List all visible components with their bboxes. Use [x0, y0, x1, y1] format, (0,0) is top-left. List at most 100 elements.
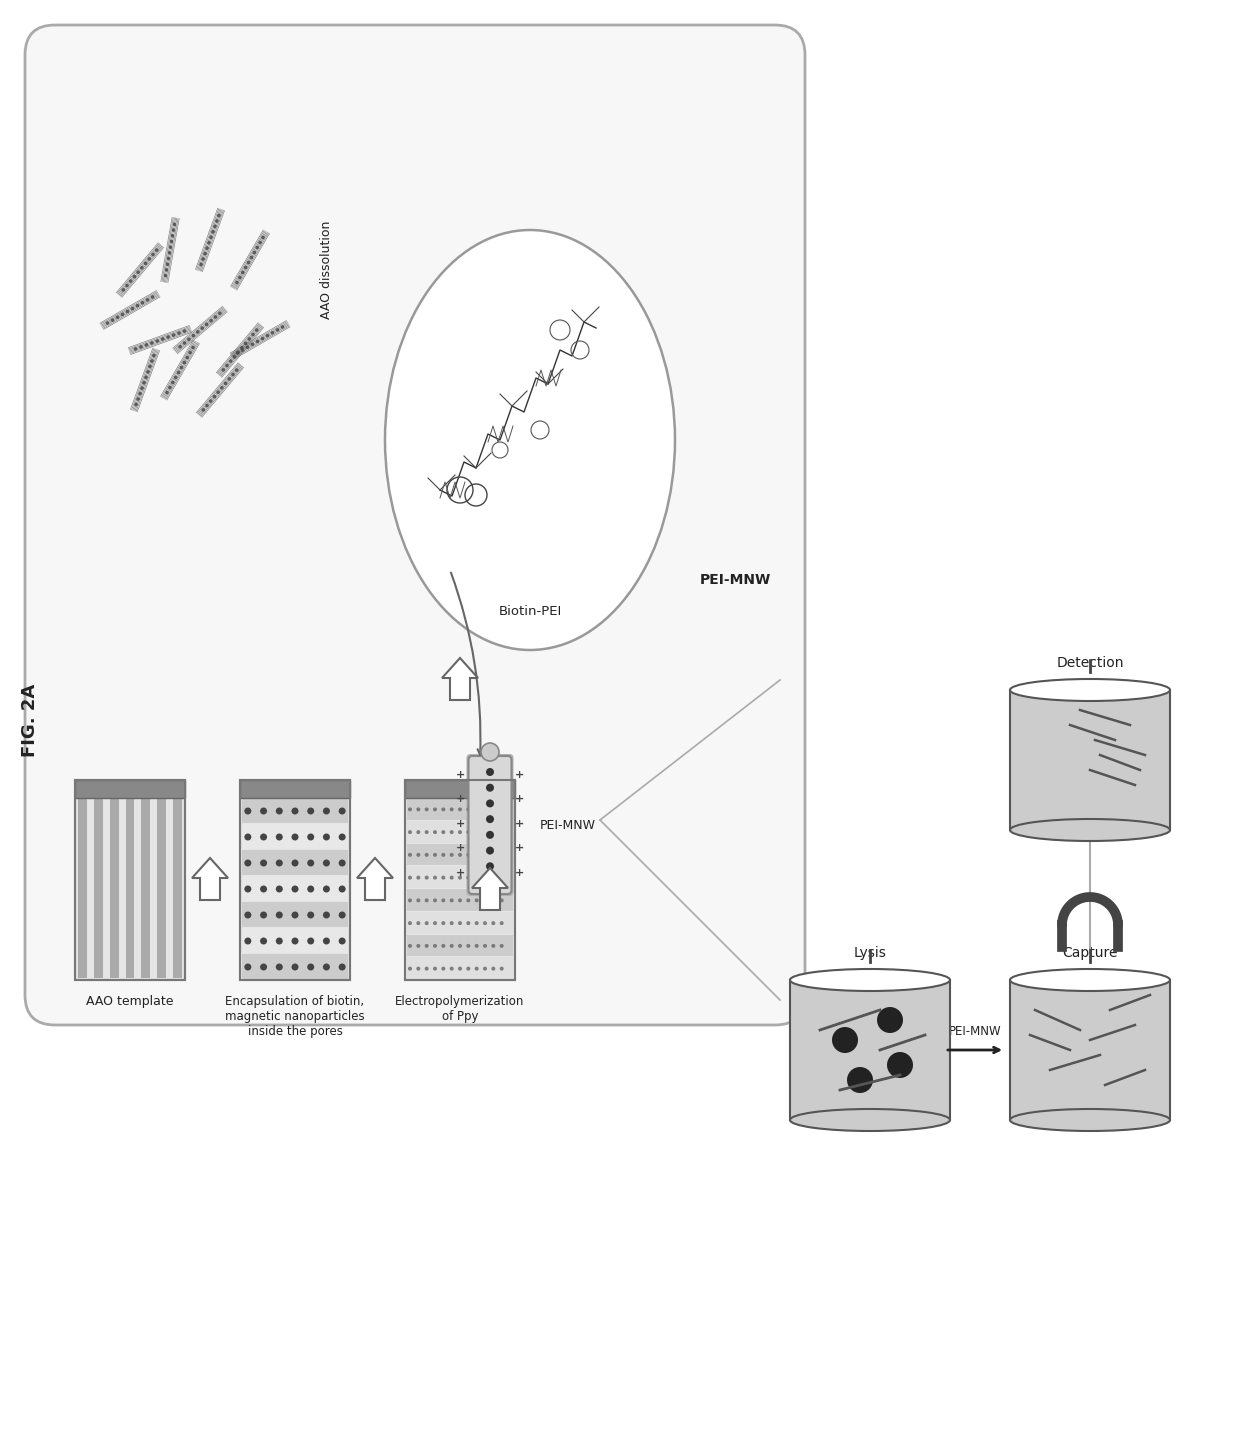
Text: PEI-MNW: PEI-MNW	[949, 1025, 1002, 1037]
Ellipse shape	[1011, 679, 1171, 701]
Circle shape	[179, 345, 182, 348]
Circle shape	[308, 808, 314, 814]
Circle shape	[408, 898, 412, 903]
Bar	[407, 957, 513, 979]
Circle shape	[887, 1052, 913, 1078]
Bar	[110, 782, 119, 977]
Circle shape	[408, 807, 412, 811]
Circle shape	[129, 279, 133, 282]
Circle shape	[500, 830, 503, 834]
Text: +: +	[456, 794, 465, 804]
Circle shape	[424, 807, 429, 811]
Circle shape	[450, 876, 454, 880]
Bar	[242, 954, 348, 979]
Circle shape	[165, 391, 169, 394]
Circle shape	[191, 345, 195, 350]
Circle shape	[484, 898, 487, 903]
Circle shape	[212, 396, 216, 398]
Circle shape	[408, 830, 412, 834]
Circle shape	[275, 963, 283, 970]
Bar	[241, 780, 350, 980]
Circle shape	[408, 967, 412, 970]
Circle shape	[213, 315, 217, 318]
Circle shape	[115, 315, 119, 320]
Circle shape	[130, 307, 134, 311]
Circle shape	[250, 342, 254, 347]
Circle shape	[280, 325, 284, 328]
Text: PEI-MNW: PEI-MNW	[701, 573, 771, 588]
Circle shape	[491, 944, 495, 947]
Circle shape	[136, 271, 140, 274]
Text: Electropolymerization
of Ppy: Electropolymerization of Ppy	[396, 995, 525, 1023]
Circle shape	[322, 808, 330, 814]
Bar	[407, 911, 513, 933]
Circle shape	[258, 241, 262, 244]
Circle shape	[236, 281, 239, 284]
Ellipse shape	[1011, 969, 1171, 992]
Circle shape	[205, 322, 208, 327]
Bar	[407, 844, 513, 866]
Text: Detection: Detection	[1056, 656, 1123, 671]
Circle shape	[177, 331, 181, 335]
Circle shape	[244, 963, 252, 970]
Circle shape	[466, 898, 470, 903]
Circle shape	[424, 967, 429, 970]
Circle shape	[122, 288, 125, 292]
Circle shape	[244, 911, 252, 919]
Circle shape	[120, 312, 124, 317]
Circle shape	[182, 330, 186, 332]
Text: +: +	[515, 868, 525, 878]
Circle shape	[135, 304, 139, 308]
Circle shape	[291, 911, 299, 919]
Circle shape	[260, 963, 267, 970]
Circle shape	[500, 898, 503, 903]
Circle shape	[255, 328, 258, 332]
Circle shape	[253, 251, 257, 254]
Bar	[407, 888, 513, 911]
Circle shape	[205, 404, 208, 407]
Circle shape	[417, 807, 420, 811]
Circle shape	[170, 239, 174, 244]
Circle shape	[260, 860, 267, 867]
Text: +: +	[456, 868, 465, 878]
Circle shape	[207, 241, 211, 245]
Circle shape	[244, 886, 252, 893]
Text: AAO dissolution: AAO dissolution	[320, 221, 334, 320]
Circle shape	[441, 898, 445, 903]
Circle shape	[500, 944, 503, 947]
Circle shape	[275, 328, 279, 331]
Circle shape	[145, 342, 149, 347]
Circle shape	[125, 284, 129, 287]
FancyBboxPatch shape	[25, 24, 805, 1025]
Circle shape	[244, 860, 252, 867]
Circle shape	[260, 834, 267, 841]
Circle shape	[217, 214, 221, 218]
Circle shape	[206, 246, 208, 249]
Circle shape	[187, 338, 191, 341]
Circle shape	[486, 831, 494, 838]
Circle shape	[140, 267, 144, 269]
Circle shape	[275, 937, 283, 944]
Circle shape	[491, 876, 495, 880]
Bar	[125, 782, 134, 977]
Polygon shape	[472, 868, 508, 910]
Circle shape	[291, 963, 299, 970]
Circle shape	[140, 387, 144, 390]
Circle shape	[500, 921, 503, 926]
Circle shape	[458, 853, 463, 857]
Bar	[74, 780, 185, 980]
Circle shape	[417, 876, 420, 880]
Circle shape	[275, 808, 283, 814]
Circle shape	[466, 876, 470, 880]
Circle shape	[105, 321, 109, 325]
Circle shape	[339, 963, 346, 970]
Circle shape	[322, 886, 330, 893]
Circle shape	[237, 351, 241, 354]
Circle shape	[450, 853, 454, 857]
Circle shape	[424, 944, 429, 947]
Circle shape	[153, 354, 156, 357]
Circle shape	[491, 898, 495, 903]
Circle shape	[144, 262, 148, 265]
Circle shape	[339, 911, 346, 919]
Circle shape	[146, 370, 150, 374]
